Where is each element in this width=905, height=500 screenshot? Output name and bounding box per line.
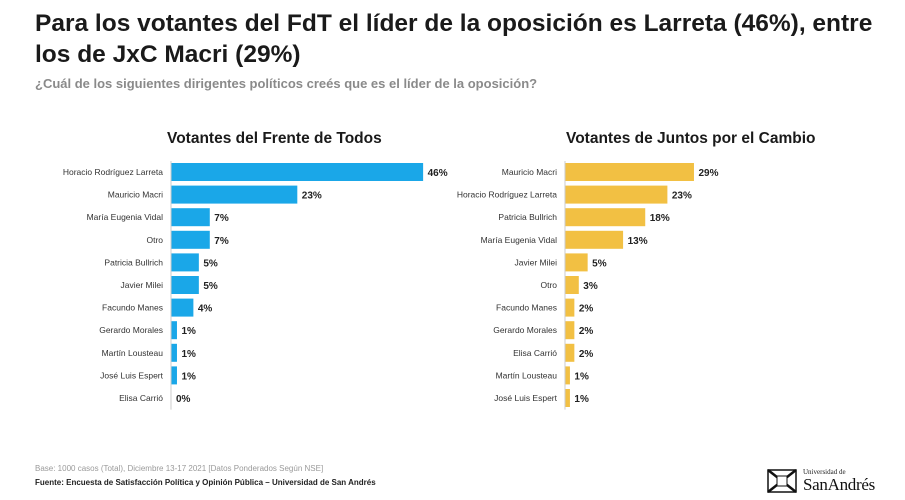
- right-category-label: Facundo Manes: [496, 303, 557, 313]
- left-category-label: María Eugenia Vidal: [87, 212, 164, 222]
- right-category-label: Martín Lousteau: [496, 370, 558, 380]
- right-category-label: Horacio Rodríguez Larreta: [457, 190, 557, 200]
- right-category-label: Javier Milei: [514, 257, 557, 267]
- left-value-label: 4%: [198, 304, 213, 315]
- left-value-label: 1%: [181, 326, 196, 337]
- left-bar: [171, 230, 210, 249]
- left-value-label: 5%: [203, 258, 218, 269]
- left-chart-title: Votantes del Frente de Todos: [167, 130, 382, 147]
- left-category-label: Otro: [146, 235, 163, 245]
- left-category-label: Martín Lousteau: [102, 348, 164, 358]
- right-value-label: 2%: [579, 349, 594, 360]
- left-bar: [171, 276, 199, 294]
- left-bar: [171, 366, 177, 385]
- right-bar: [565, 321, 575, 340]
- left-value-label: 7%: [214, 236, 229, 247]
- right-value-label: 13%: [628, 236, 648, 247]
- right-value-label: 2%: [579, 304, 594, 315]
- right-category-label: María Eugenia Vidal: [481, 235, 558, 245]
- chart-subtitle: ¿Cuál de los siguientes dirigentes polít…: [35, 76, 538, 91]
- footer-base-note: Base: 1000 casos (Total), Diciembre 13-1…: [35, 464, 324, 473]
- right-value-label: 1%: [574, 394, 589, 405]
- right-bar: [565, 389, 570, 407]
- right-bar: [565, 185, 668, 204]
- left-category-label: Facundo Manes: [102, 303, 163, 313]
- left-bar: [171, 185, 298, 204]
- right-category-label: Mauricio Macri: [502, 167, 557, 177]
- right-bar: [565, 208, 646, 227]
- right-category-label: Otro: [540, 280, 557, 290]
- right-value-label: 29%: [698, 168, 718, 179]
- right-category-label: José Luis Espert: [494, 393, 557, 403]
- university-logo: Universidad de SanAndrés: [766, 467, 898, 495]
- logo-main-text: SanAndrés: [803, 475, 875, 494]
- right-bar: [565, 163, 694, 181]
- left-bar: [171, 321, 177, 340]
- right-value-label: 18%: [650, 213, 670, 224]
- right-chart-title: Votantes de Juntos por el Cambio: [566, 130, 816, 147]
- san-andres-crest-icon: [767, 469, 797, 493]
- right-bar: [565, 298, 575, 317]
- right-category-label: Elisa Carrió: [513, 348, 557, 358]
- right-bar: [565, 230, 624, 249]
- left-value-label: 7%: [214, 213, 229, 224]
- right-bar: [565, 366, 570, 385]
- left-bar: [171, 253, 199, 272]
- left-value-label: 46%: [428, 168, 448, 179]
- left-category-label: José Luis Espert: [100, 370, 163, 380]
- left-category-label: Mauricio Macri: [108, 190, 163, 200]
- right-value-label: 23%: [672, 191, 692, 202]
- left-value-label: 23%: [302, 191, 322, 202]
- left-bar: [171, 163, 424, 181]
- footer-source: Fuente: Encuesta de Satisfacción Polític…: [35, 478, 376, 487]
- left-value-label: 1%: [181, 349, 196, 360]
- chart-main-title: Para los votantes del FdT el líder de la…: [35, 10, 873, 68]
- left-category-label: Javier Milei: [120, 280, 163, 290]
- right-value-label: 1%: [574, 371, 589, 382]
- left-value-label: 5%: [203, 281, 218, 292]
- right-category-label: Gerardo Morales: [493, 325, 557, 335]
- left-value-label: 1%: [181, 371, 196, 382]
- left-value-label: 0%: [176, 394, 191, 405]
- left-category-label: Elisa Carrió: [119, 393, 163, 403]
- right-bar: [565, 276, 579, 294]
- right-value-label: 3%: [583, 281, 598, 292]
- left-bar: [171, 343, 177, 362]
- right-category-label: Patricia Bullrich: [498, 212, 557, 222]
- left-category-label: Patricia Bullrich: [104, 257, 163, 267]
- left-category-label: Gerardo Morales: [99, 325, 163, 335]
- left-bar: [171, 208, 210, 227]
- right-bar: [565, 343, 575, 362]
- right-value-label: 2%: [579, 326, 594, 337]
- right-value-label: 5%: [592, 258, 607, 269]
- right-bar: [565, 253, 588, 272]
- left-category-label: Horacio Rodríguez Larreta: [63, 167, 163, 177]
- left-bar: [171, 298, 194, 317]
- logo-top-text: Universidad de: [803, 468, 846, 476]
